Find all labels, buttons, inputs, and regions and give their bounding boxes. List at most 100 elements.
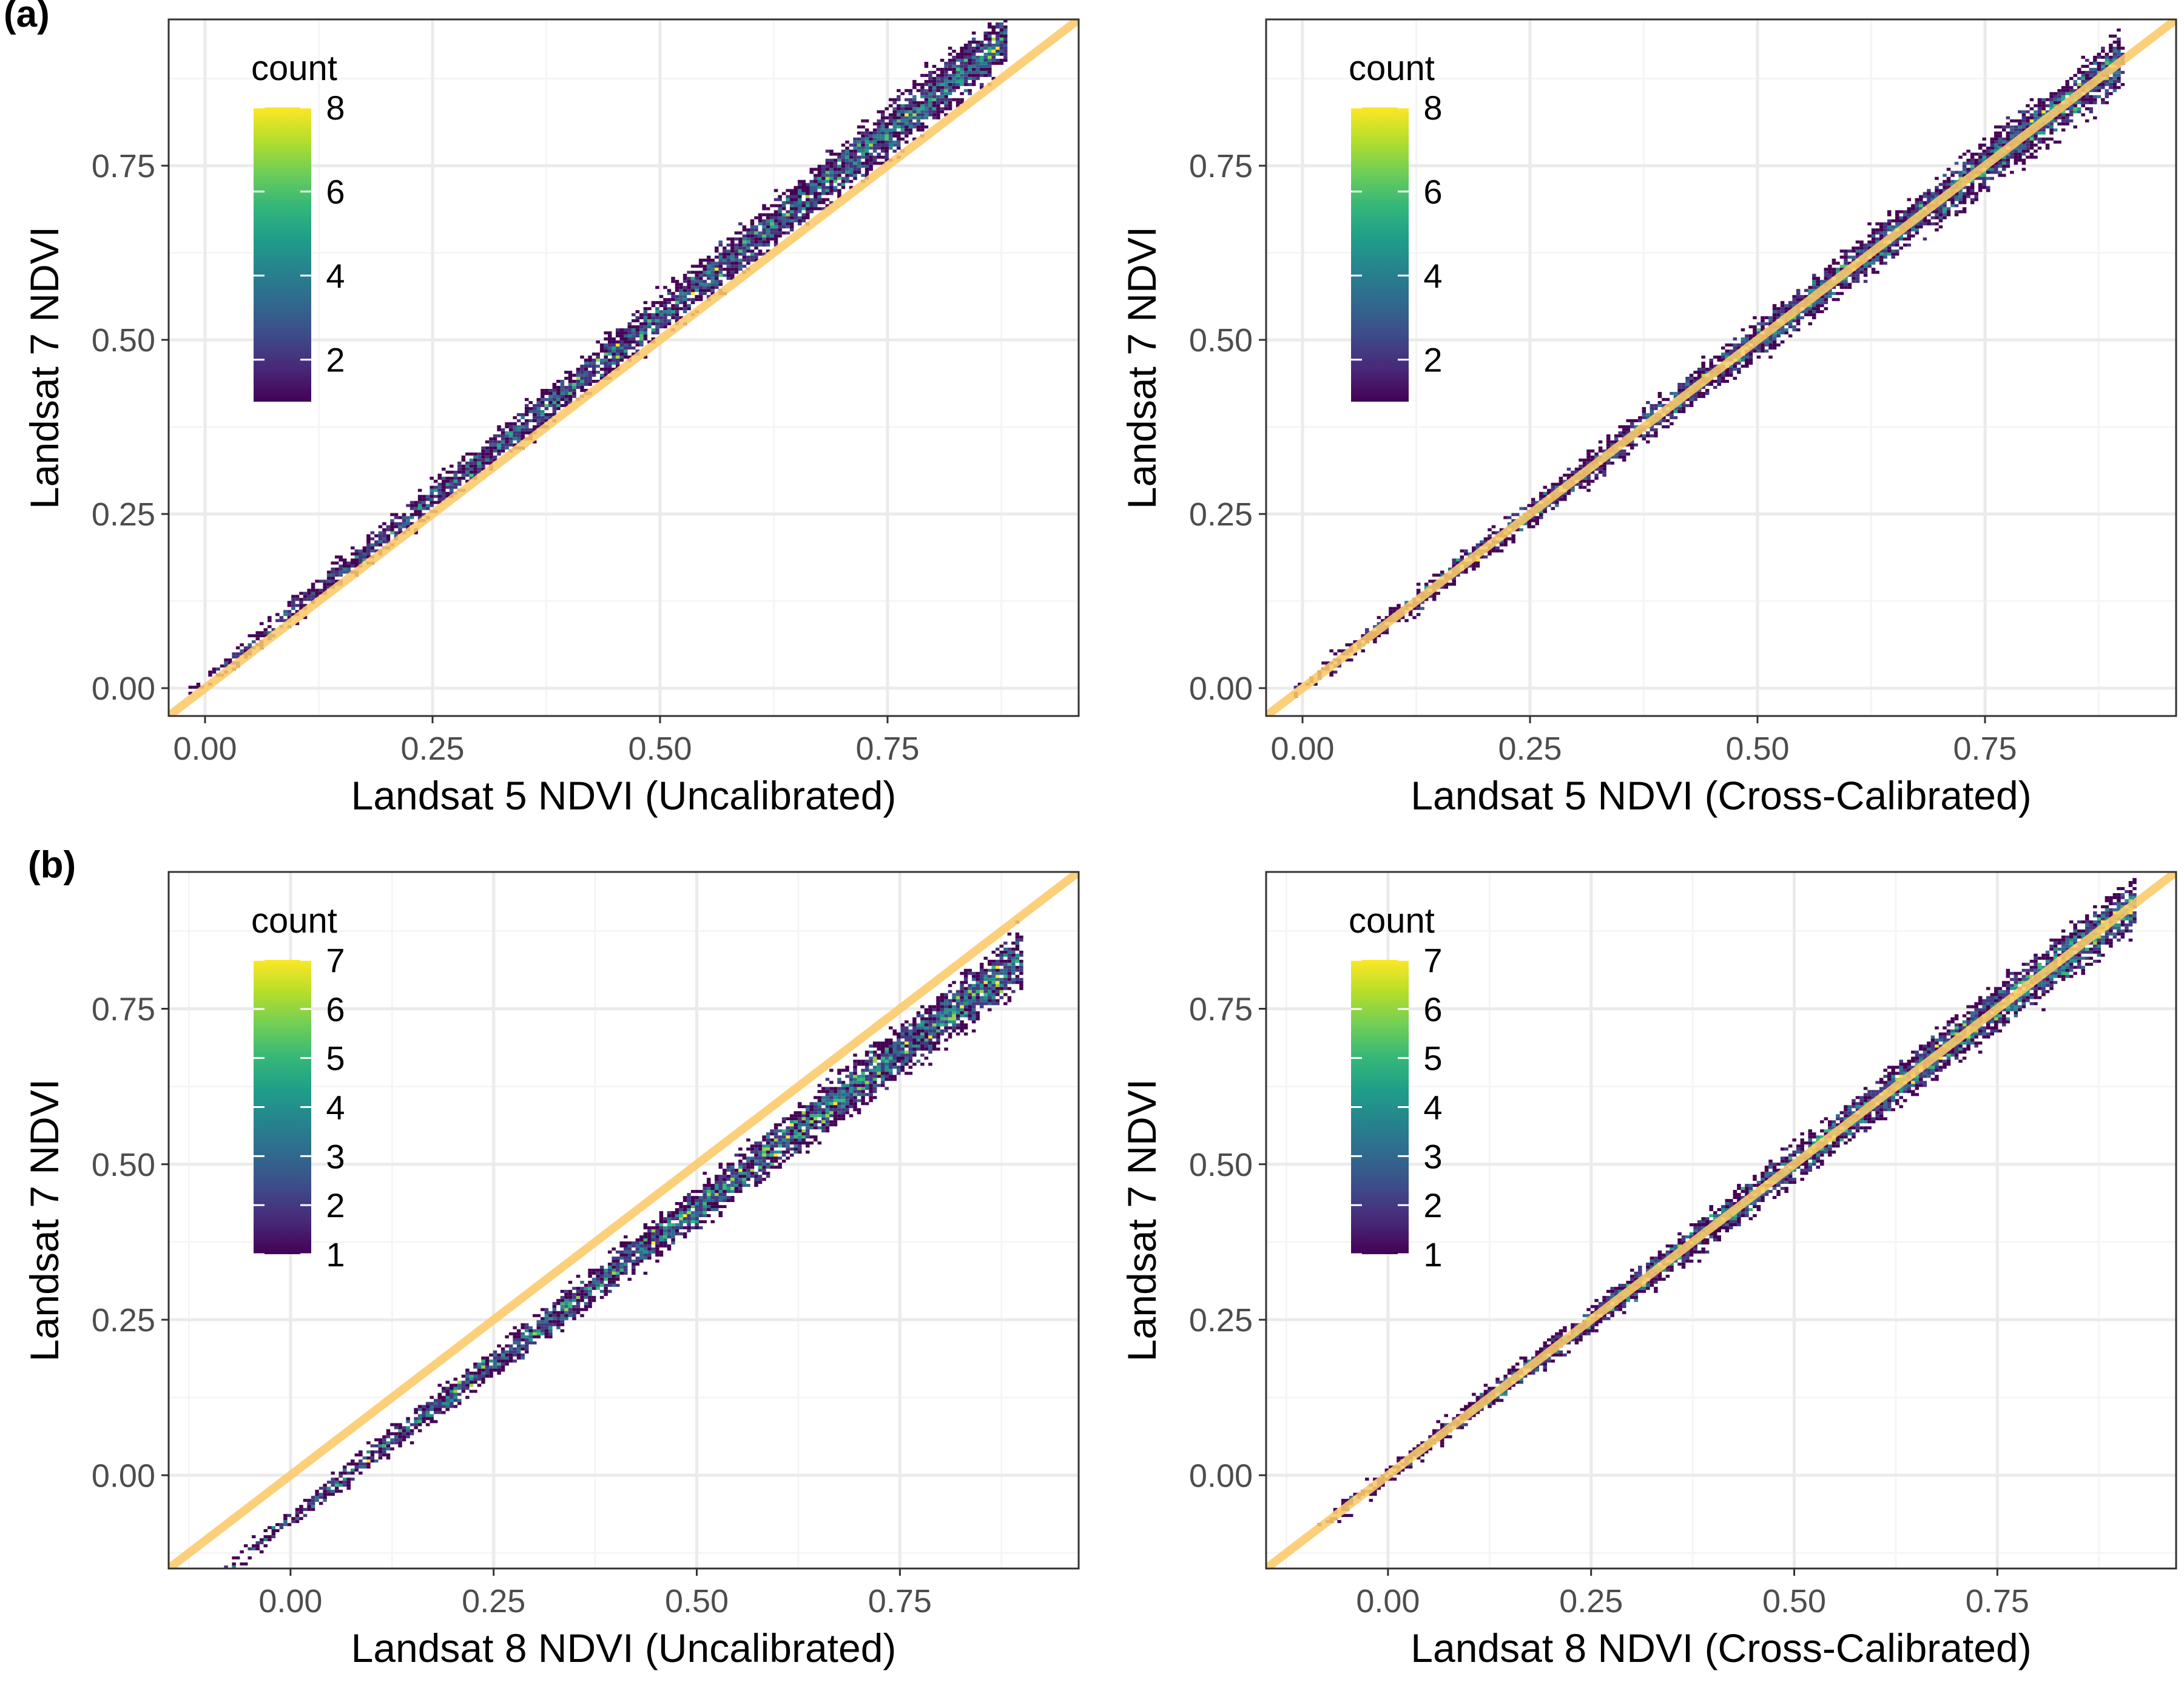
bin-cell xyxy=(683,280,687,283)
bin-cell xyxy=(624,1235,628,1238)
bin-cell xyxy=(762,228,766,231)
bin-cell xyxy=(675,316,679,319)
bin-cell xyxy=(564,401,568,404)
bin-cell xyxy=(561,386,565,389)
bin-cell xyxy=(513,1326,517,1329)
bin-cell xyxy=(1947,180,1951,183)
bin-cell xyxy=(528,1339,533,1342)
bin-cell xyxy=(1943,204,1947,207)
bin-cell xyxy=(644,316,648,319)
bin-cell xyxy=(1864,268,1868,271)
bin-cell xyxy=(652,1251,656,1254)
bin-cell xyxy=(1606,462,1611,465)
bin-cell xyxy=(853,165,857,168)
bin-cell xyxy=(988,35,992,38)
bin-cell xyxy=(255,637,260,640)
bin-cell xyxy=(236,652,240,655)
bin-cell xyxy=(885,1059,889,1062)
bin-cell xyxy=(715,262,719,265)
bin-cell xyxy=(1990,177,1994,180)
bin-cell xyxy=(509,1354,513,1357)
bin-cell xyxy=(1812,283,1816,286)
bin-cell xyxy=(881,110,885,113)
bin-cell xyxy=(604,359,608,362)
bin-cell xyxy=(2085,107,2089,110)
bin-cell xyxy=(1970,162,1975,165)
bin-cell xyxy=(1840,249,1844,252)
bin-cell xyxy=(1820,280,1824,283)
bin-cell xyxy=(710,262,715,265)
bin-cell xyxy=(1986,147,1990,150)
bin-cell xyxy=(782,231,786,234)
bin-cell xyxy=(738,249,743,252)
bin-cell xyxy=(770,1141,774,1144)
bin-cell xyxy=(2018,147,2022,150)
bin-cell xyxy=(2101,98,2105,101)
bin-cell xyxy=(1899,216,1903,219)
bin-cell xyxy=(936,1027,940,1030)
bin-cell xyxy=(834,1099,838,1102)
bin-cell xyxy=(2089,101,2094,104)
bin-cell xyxy=(671,292,675,295)
bin-cell xyxy=(1464,570,1468,573)
bin-cell xyxy=(1828,295,1832,298)
bin-cell xyxy=(917,1039,921,1042)
bin-cell xyxy=(561,1329,565,1332)
bin-cell xyxy=(260,634,264,637)
bin-cell xyxy=(493,450,497,453)
bin-cell xyxy=(925,117,929,120)
bin-cell xyxy=(992,966,996,969)
bin-cell xyxy=(2006,165,2010,168)
bin-cell xyxy=(715,286,719,289)
bin-cell xyxy=(983,44,988,47)
bin-cell xyxy=(1547,489,1551,492)
bin-cell xyxy=(1539,516,1543,519)
bin-cell xyxy=(806,1129,810,1132)
bin-cell xyxy=(659,1223,664,1226)
bin-cell xyxy=(905,135,909,138)
bin-cell xyxy=(1816,301,1821,304)
bin-cell xyxy=(928,107,932,110)
bin-cell xyxy=(865,171,869,174)
bin-cell xyxy=(655,319,659,322)
bin-cell xyxy=(743,1184,747,1187)
legend-bar xyxy=(254,107,311,402)
bin-cell xyxy=(917,120,921,123)
bin-cell xyxy=(1690,380,1694,383)
bin-cell xyxy=(1911,207,1915,210)
bin-cell xyxy=(2030,141,2034,144)
bin-cell xyxy=(422,495,426,498)
bin-cell xyxy=(576,377,581,380)
bin-cell xyxy=(806,192,810,195)
bin-cell xyxy=(944,993,948,996)
bin-cell xyxy=(1974,195,1978,198)
bin-cell xyxy=(865,1078,869,1081)
bin-cell xyxy=(1915,198,1919,201)
bin-cell xyxy=(675,313,679,316)
bin-cell xyxy=(2109,50,2113,53)
bin-cell xyxy=(901,92,905,95)
bin-cell xyxy=(652,304,656,307)
bin-cell xyxy=(647,322,652,325)
bin-cell xyxy=(925,101,929,104)
bin-cell xyxy=(818,192,822,195)
bin-cell xyxy=(2041,98,2046,101)
bin-cell xyxy=(1586,453,1591,456)
bin-cell xyxy=(580,389,584,392)
bin-cell xyxy=(877,1042,881,1045)
bin-cell xyxy=(2010,153,2014,156)
bin-cell xyxy=(743,1163,747,1166)
bin-cell xyxy=(794,189,798,192)
bin-cell xyxy=(853,168,857,171)
bin-cell xyxy=(877,120,881,123)
bin-cell xyxy=(422,498,426,501)
bin-cell xyxy=(639,313,644,316)
bin-cell xyxy=(537,410,541,413)
bin-cell xyxy=(521,1357,525,1360)
bin-cell xyxy=(545,398,549,401)
bin-cell xyxy=(766,243,770,246)
bin-cell xyxy=(1927,198,1931,201)
bin-cell xyxy=(782,192,786,195)
bin-cell xyxy=(988,47,992,50)
bin-cell xyxy=(897,89,901,92)
